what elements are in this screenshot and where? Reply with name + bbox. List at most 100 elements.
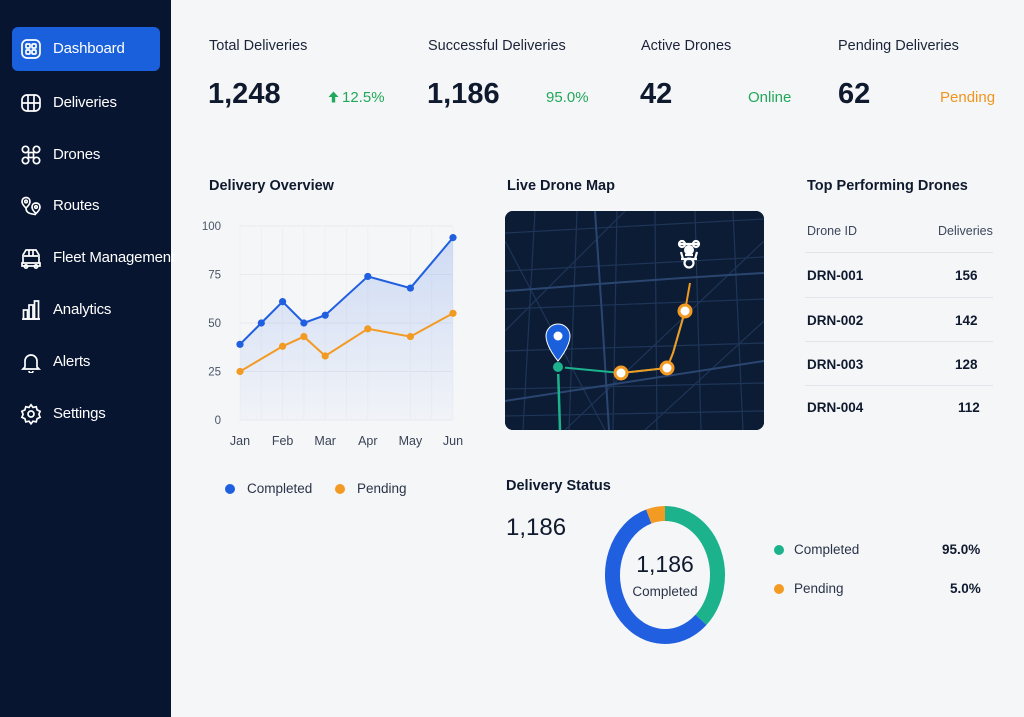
status-dot-pending	[774, 583, 784, 594]
table-row-drone-id[interactable]: DRN-002	[807, 313, 864, 328]
delivery-overview-title: Delivery Overview	[209, 178, 334, 194]
kpi-title-total-deliveries: Total Deliveries	[209, 38, 308, 54]
table-row-deliveries: 128	[955, 357, 978, 372]
kpi-value-active-drones: 42	[640, 78, 673, 110]
kpi-value-pending-deliveries: 62	[838, 78, 871, 110]
top-drones-title: Top Performing Drones	[807, 178, 968, 194]
column-header-deliveries: Deliveries	[938, 224, 993, 238]
donut-segment-blue	[605, 509, 707, 644]
sidebar-item-fleet-management[interactable]: Fleet Management	[12, 236, 175, 280]
location-pin-icon[interactable]	[545, 323, 571, 362]
data-point-pending	[406, 332, 414, 341]
y-tick-label: 100	[202, 221, 221, 233]
data-point-pending	[364, 325, 372, 333]
delivery-status-donut	[595, 495, 735, 655]
status-pct-completed: 95.0%	[942, 542, 981, 557]
live-drone-map[interactable]	[505, 211, 764, 430]
delivery-status-total: 1,186	[506, 514, 567, 541]
y-tick-label: 25	[208, 367, 221, 379]
legend-label: Completed	[247, 481, 313, 496]
sidebar-item-dashboard[interactable]: Dashboard	[12, 27, 160, 71]
data-point-completed	[257, 319, 265, 327]
y-tick-label: 75	[208, 270, 221, 282]
data-point-pending	[449, 309, 457, 317]
kpi-rate-successful-deliveries: 95.0%	[546, 89, 589, 106]
map-streets	[505, 211, 764, 430]
data-point-pending	[236, 367, 244, 376]
x-tick-label: Feb	[272, 434, 294, 448]
donut-center-value: 1,186	[636, 551, 694, 577]
legend-pending: Pending	[335, 481, 407, 496]
x-tick-label: Jan	[230, 434, 250, 448]
drones-icon	[20, 144, 42, 166]
kpi-value-total-deliveries: 1,248	[208, 78, 281, 110]
table-row-deliveries: 142	[955, 313, 978, 328]
live-drone-map-title: Live Drone Map	[507, 178, 615, 194]
sidebar-item-deliveries[interactable]: Deliveries	[12, 81, 160, 125]
y-tick-label: 50	[208, 318, 221, 330]
kpi-trend-value: 12.5%	[342, 89, 385, 106]
kpi-trend-total-deliveries: 12.5%	[328, 89, 385, 106]
waypoint[interactable]	[677, 303, 693, 319]
drone-icon[interactable]	[677, 239, 701, 269]
gear-icon	[20, 403, 42, 425]
kpi-title-successful-deliveries: Successful Deliveries	[428, 38, 566, 54]
sidebar-item-alerts[interactable]: Alerts	[12, 340, 160, 384]
route-pending	[620, 282, 691, 374]
data-point-pending	[321, 352, 329, 360]
data-point-completed	[279, 298, 287, 306]
delivery-status-title: Delivery Status	[506, 478, 611, 494]
delivery-overview-chart: 0 25 50 75 100 Jan Feb Mar Apr May Jun	[202, 221, 463, 448]
data-point-completed	[321, 311, 329, 319]
donut-segment-orange	[646, 506, 666, 524]
kpi-title-active-drones: Active Drones	[641, 38, 732, 54]
sidebar-item-label: Alerts	[53, 353, 91, 370]
fleet-icon	[20, 247, 42, 269]
table-row-deliveries: 112	[958, 400, 980, 415]
data-point-completed	[449, 234, 457, 242]
bell-icon	[20, 351, 42, 373]
kpi-value-successful-deliveries: 1,186	[427, 78, 500, 110]
sidebar-item-settings[interactable]: Settings	[12, 392, 160, 436]
waypoint[interactable]	[659, 360, 675, 376]
kpi-title-pending-deliveries: Pending Deliveries	[838, 38, 959, 54]
sidebar-item-label: Settings	[53, 405, 106, 422]
data-point-pending	[300, 332, 308, 341]
status-pct-pending: 5.0%	[950, 581, 981, 596]
sidebar-item-routes[interactable]: Routes	[12, 184, 160, 228]
sidebar-item-label: Dashboard	[53, 40, 125, 57]
sidebar-item-label: Drones	[53, 146, 101, 163]
sidebar-item-analytics[interactable]: Analytics	[12, 288, 160, 332]
table-divider	[805, 341, 993, 342]
origin-point[interactable]	[551, 360, 565, 374]
x-tick-label: May	[399, 434, 423, 448]
x-tick-label: Jun	[443, 434, 463, 448]
sidebar-item-label: Analytics	[53, 301, 112, 318]
y-tick-label: 0	[215, 415, 221, 427]
legend-dot-pending	[335, 483, 345, 494]
x-tick-label: Apr	[358, 434, 377, 448]
table-row-drone-id[interactable]: DRN-001	[807, 268, 864, 283]
x-tick-label: Mar	[314, 434, 336, 448]
sidebar-item-drones[interactable]: Drones	[12, 133, 160, 177]
deliveries-icon	[20, 92, 42, 114]
status-label: Pending	[794, 581, 844, 596]
kpi-status-active-drones: Online	[748, 89, 792, 106]
data-point-completed	[236, 340, 244, 348]
table-row-drone-id[interactable]: DRN-004	[807, 400, 864, 415]
series-line-completed	[239, 236, 454, 346]
donut-center-label: Completed	[632, 584, 698, 599]
table-divider	[805, 252, 993, 253]
waypoint[interactable]	[613, 365, 629, 381]
table-divider	[805, 297, 993, 298]
data-point-completed	[300, 319, 308, 327]
status-dot-completed	[774, 544, 784, 555]
data-point-completed	[406, 284, 414, 292]
routes-icon	[20, 195, 42, 217]
sidebar-item-label: Fleet Management	[53, 249, 175, 266]
status-label: Completed	[794, 542, 860, 557]
sidebar-item-label: Routes	[53, 197, 100, 214]
table-row-drone-id[interactable]: DRN-003	[807, 357, 864, 372]
dashboard-icon	[20, 38, 42, 60]
legend-dot-completed	[225, 483, 235, 494]
